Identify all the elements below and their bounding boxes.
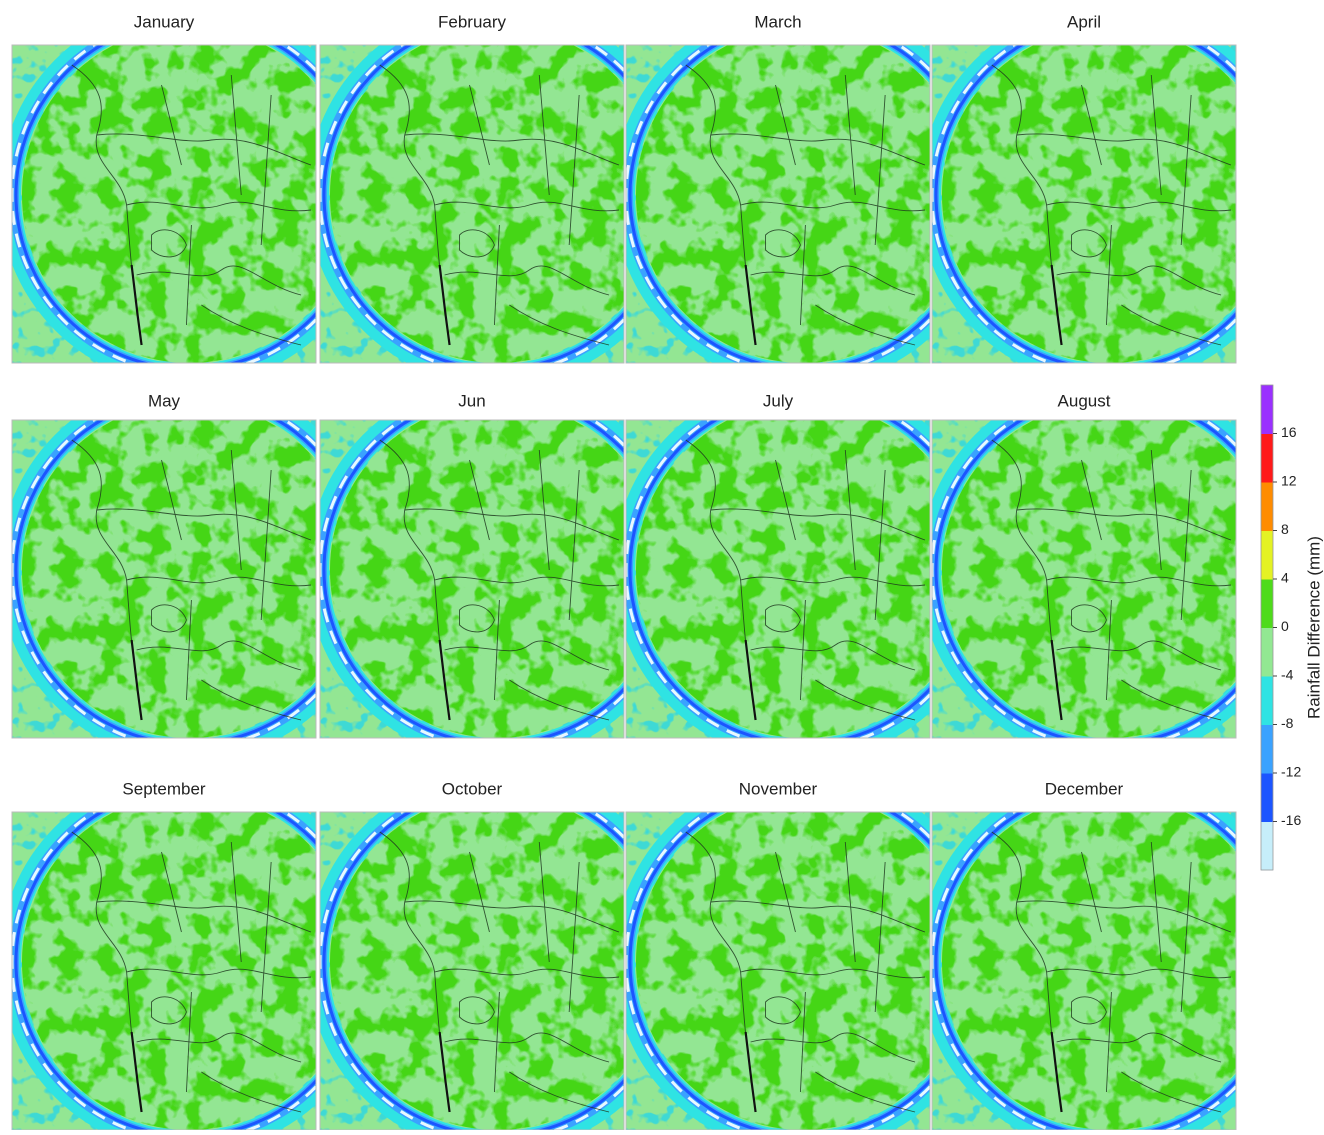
map-image (10, 782, 369, 1130)
map-image (318, 15, 677, 375)
map-image (624, 782, 983, 1130)
colorbar-tick-label: -12 (1281, 764, 1301, 780)
map-image (318, 390, 677, 750)
panel-title: Jun (458, 391, 485, 410)
colorbar-segment (1261, 385, 1273, 434)
panel-title: May (148, 391, 181, 410)
figure: January February March April May Jun July Augus… (0, 0, 1324, 1130)
map-image (930, 15, 1289, 375)
colorbar-tick-label: 0 (1281, 618, 1289, 634)
map-image (624, 15, 983, 375)
map-panel: November (624, 779, 983, 1130)
colorbar-tick-label: 4 (1281, 570, 1289, 586)
colorbar-tick-label: -4 (1281, 667, 1294, 683)
map-panel: April (930, 12, 1289, 375)
colorbar-segment (1261, 482, 1273, 531)
colorbar-segment (1261, 628, 1273, 677)
panel-title: December (1045, 779, 1124, 798)
panel-title: February (438, 12, 507, 31)
panel-title: January (134, 12, 195, 31)
map-image (624, 390, 983, 750)
map-panel: Jun (318, 390, 677, 750)
colorbar-segment (1261, 531, 1273, 580)
colorbar-tick-label: 8 (1281, 521, 1289, 537)
colorbar-tick-label: 12 (1281, 473, 1297, 489)
map-panel: August (930, 390, 1289, 750)
panel-title: August (1058, 391, 1111, 410)
panel-title: October (442, 779, 503, 798)
map-panel: October (318, 779, 677, 1130)
map-panel: July (624, 390, 983, 750)
map-panel: September (10, 779, 369, 1130)
panel-title: November (739, 779, 818, 798)
map-panel: January (10, 12, 369, 375)
map-image (10, 390, 369, 750)
colorbar-segment (1261, 822, 1273, 871)
colorbar-tick-label: 16 (1281, 424, 1297, 440)
map-image (10, 15, 369, 375)
map-panel: May (10, 390, 369, 750)
colorbar-segment (1261, 773, 1273, 822)
map-panel: December (930, 779, 1289, 1130)
panel-title: September (122, 779, 205, 798)
colorbar-segment (1261, 676, 1273, 725)
panel-title: April (1067, 12, 1101, 31)
map-image (930, 782, 1289, 1130)
colorbar-segment (1261, 725, 1273, 774)
map-panel: February (318, 12, 677, 375)
map-image (318, 782, 677, 1130)
colorbar-segment (1261, 434, 1273, 483)
colorbar-segment (1261, 579, 1273, 628)
colorbar-tick-label: -16 (1281, 812, 1301, 828)
colorbar-label: Rainfall Difference (mm) (1304, 536, 1323, 719)
panel-title: March (754, 12, 801, 31)
map-image (930, 390, 1289, 750)
map-panel: March (624, 12, 983, 375)
panel-title: July (763, 391, 794, 410)
colorbar-tick-label: -8 (1281, 715, 1294, 731)
